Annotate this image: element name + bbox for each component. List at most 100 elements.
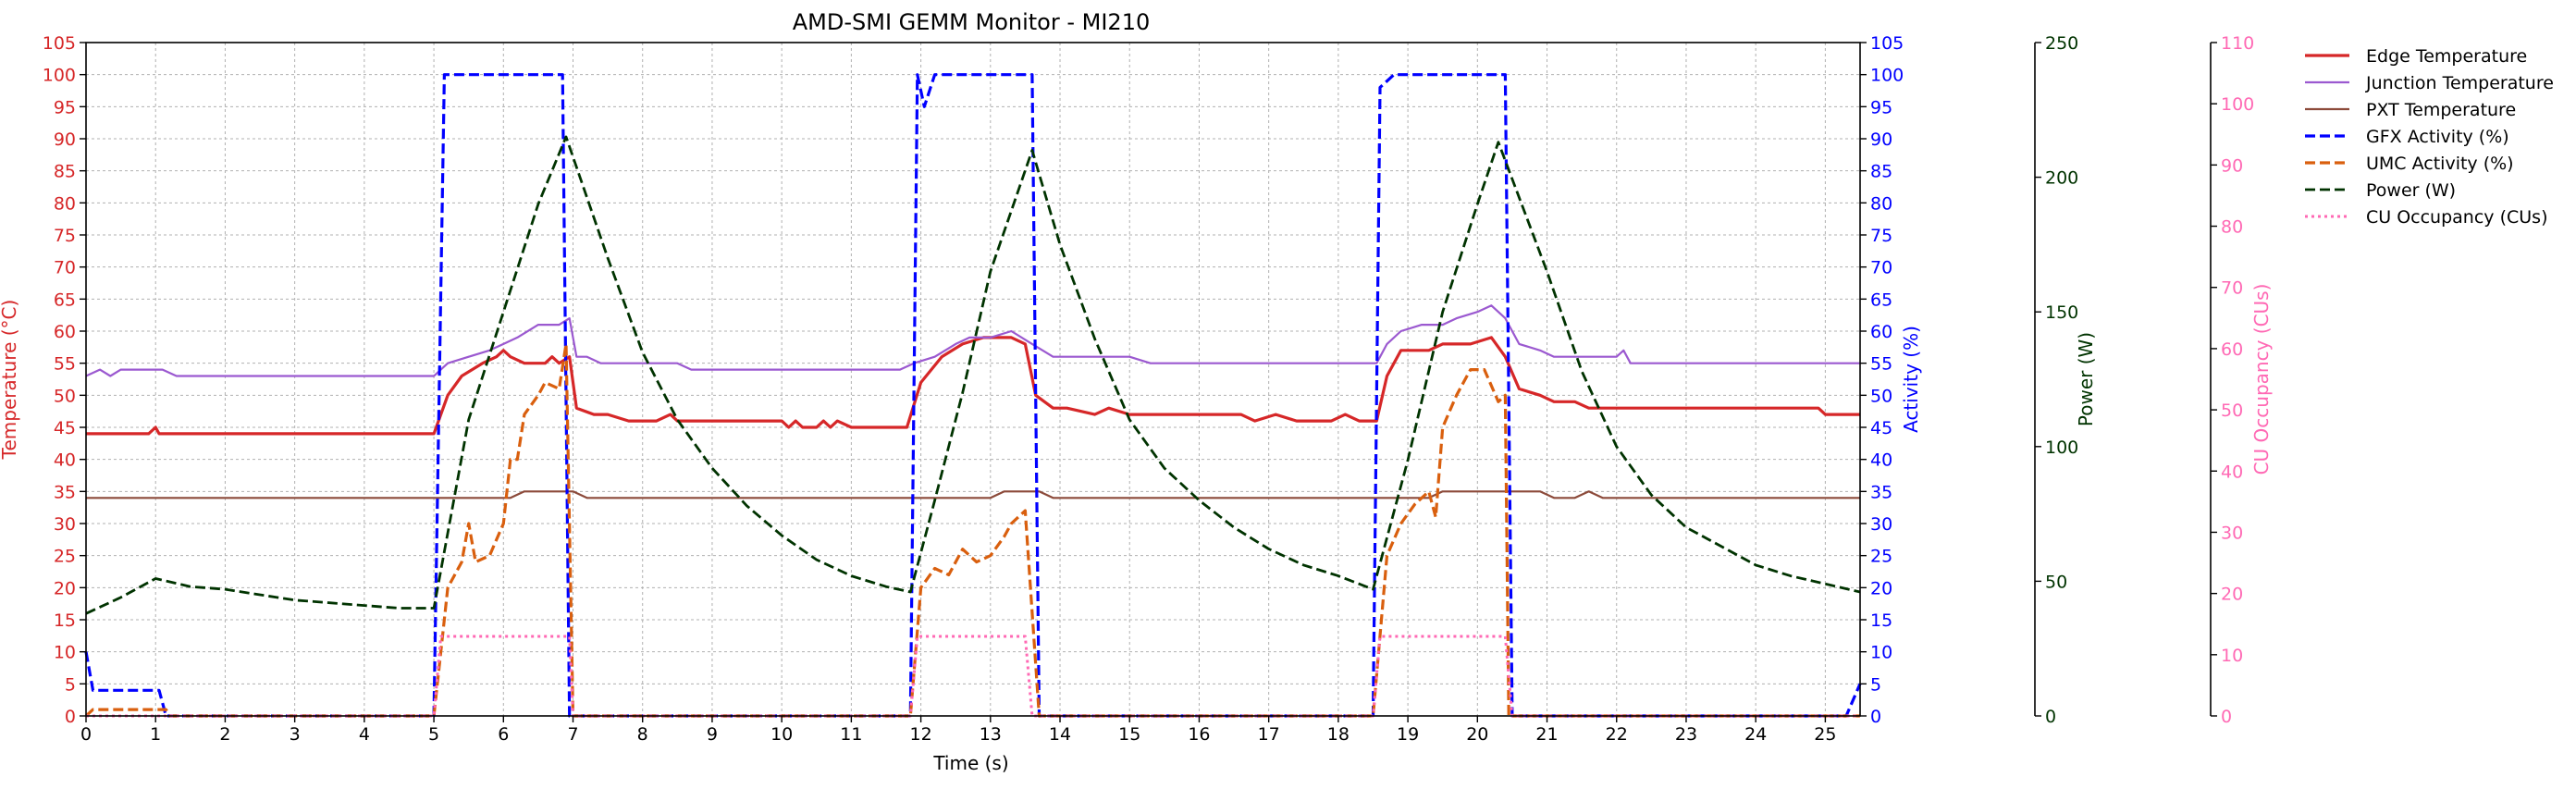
legend: Edge Temperature Junction Temperature PXT …	[2305, 46, 2554, 228]
activity-tick-label: 40	[1870, 450, 1892, 471]
temp-tick-label: 100	[43, 66, 76, 86]
legend-label-2: PXT Temperature	[2366, 100, 2516, 120]
legend-label-3: GFX Activity (%)	[2366, 127, 2509, 147]
legend-label-1: Junction Temperature	[2365, 73, 2554, 93]
x-tick-label: 5	[428, 724, 439, 745]
legend-label-0: Edge Temperature	[2366, 46, 2527, 67]
temp-tick-label: 75	[54, 226, 76, 246]
cu-tick-label: 40	[2221, 462, 2243, 482]
series-line-3	[84, 73, 1862, 718]
activity-tick-label: 65	[1870, 290, 1892, 310]
cu-tick-label: 50	[2221, 401, 2243, 421]
power-tick-label: 100	[2045, 438, 2078, 458]
temp-tick-label: 45	[54, 418, 76, 438]
x-tick-label: 1	[150, 724, 161, 745]
activity-axis-label: Activity (%)	[1900, 326, 1922, 433]
series-line-0	[86, 336, 1860, 436]
x-tick-label: 2	[219, 724, 230, 745]
temp-tick-label: 30	[54, 514, 76, 535]
series-line-6	[86, 635, 1860, 718]
temp-tick-label: 55	[54, 354, 76, 375]
temp-tick-label: 60	[54, 322, 76, 342]
x-tick-label: 10	[770, 724, 793, 745]
plot-frame	[85, 42, 1861, 717]
x-tick-label: 0	[80, 724, 92, 745]
activity-tick-label: 80	[1870, 193, 1892, 214]
legend-label-4: UMC Activity (%)	[2366, 154, 2514, 174]
x-tick-label: 13	[980, 724, 1002, 745]
cu-tick-label: 60	[2221, 339, 2243, 360]
activity-tick-label: 5	[1870, 674, 1881, 695]
activity-tick-label: 70	[1870, 258, 1892, 278]
temp-tick-label: 40	[54, 450, 76, 471]
power-axis-label: Power (W)	[2075, 332, 2097, 426]
grid-layer	[85, 42, 1860, 717]
activity-tick-label: 45	[1870, 418, 1892, 438]
x-tick-label: 18	[1327, 724, 1350, 745]
x-tick-label: 11	[840, 724, 862, 745]
x-tick-label: 3	[290, 724, 301, 745]
activity-tick-label: 25	[1870, 547, 1892, 567]
x-tick-label: 9	[707, 724, 718, 745]
x-tick-label: 17	[1258, 724, 1280, 745]
activity-tick-label: 105	[1870, 33, 1904, 54]
x-tick-label: 4	[359, 724, 370, 745]
activity-tick-label: 55	[1870, 354, 1892, 375]
x-tick-label: 24	[1744, 724, 1767, 745]
cu-axis-label: CU Occupancy (CUs)	[2250, 284, 2273, 475]
cu-tick-label: 70	[2221, 278, 2243, 299]
power-tick-label: 50	[2045, 572, 2067, 592]
temp-tick-label: 80	[54, 193, 76, 214]
activity-tick-label: 60	[1870, 322, 1892, 342]
chart-title: AMD-SMI GEMM Monitor - MI210	[793, 9, 1150, 35]
x-tick-label: 25	[1814, 724, 1836, 745]
series-line-2	[86, 490, 1860, 499]
x-tick-label: 20	[1466, 724, 1488, 745]
activity-tick-label: 20	[1870, 578, 1892, 598]
activity-tick-label: 85	[1870, 162, 1892, 182]
temp-tick-label: 15	[54, 610, 76, 631]
power-tick-label: 150	[2045, 302, 2078, 323]
activity-tick-label: 10	[1870, 643, 1892, 663]
x-tick-label: 14	[1049, 724, 1071, 745]
temp-tick-label: 90	[54, 129, 76, 150]
power-tick-label: 0	[2045, 707, 2056, 727]
cu-tick-label: 80	[2221, 217, 2243, 238]
series-layer	[84, 73, 1862, 718]
cu-tick-label: 30	[2221, 523, 2243, 543]
series-line-5	[85, 135, 1861, 615]
activity-tick-label: 30	[1870, 514, 1892, 535]
temp-axis-label: Temperature (°C)	[0, 300, 20, 461]
temp-tick-label: 10	[54, 643, 76, 663]
temp-tick-label: 95	[54, 97, 76, 117]
temp-tick-label: 70	[54, 258, 76, 278]
power-tick-label: 250	[2045, 33, 2078, 54]
power-tick-label: 200	[2045, 168, 2078, 189]
temp-tick-label: 105	[43, 33, 76, 54]
temp-tick-label: 35	[54, 482, 76, 502]
x-tick-label: 12	[909, 724, 931, 745]
temp-tick-label: 0	[65, 707, 76, 727]
cu-tick-label: 110	[2221, 33, 2254, 54]
temp-tick-label: 85	[54, 162, 76, 182]
temp-tick-label: 65	[54, 290, 76, 310]
axis-layer: 0 1 2 3 4 5 6 7 8 9 10 11 12 13 14 15 16 17 18 19 20 21 22 23 24…	[0, 33, 2273, 745]
cu-tick-label: 90	[2221, 155, 2243, 176]
cu-tick-label: 0	[2221, 707, 2232, 727]
temp-tick-label: 5	[65, 674, 76, 695]
legend-label-5: Power (W)	[2366, 180, 2456, 201]
activity-tick-label: 95	[1870, 97, 1892, 117]
activity-tick-label: 100	[1870, 66, 1904, 86]
temp-tick-label: 20	[54, 578, 76, 598]
x-tick-label: 8	[637, 724, 648, 745]
activity-tick-label: 75	[1870, 226, 1892, 246]
cu-tick-label: 20	[2221, 585, 2243, 605]
temp-tick-label: 50	[54, 386, 76, 406]
x-axis-label: Time (s)	[932, 752, 1008, 774]
temp-tick-label: 25	[54, 547, 76, 567]
cu-tick-label: 10	[2221, 646, 2243, 666]
x-tick-label: 7	[567, 724, 578, 745]
series-line-1	[85, 304, 1860, 377]
